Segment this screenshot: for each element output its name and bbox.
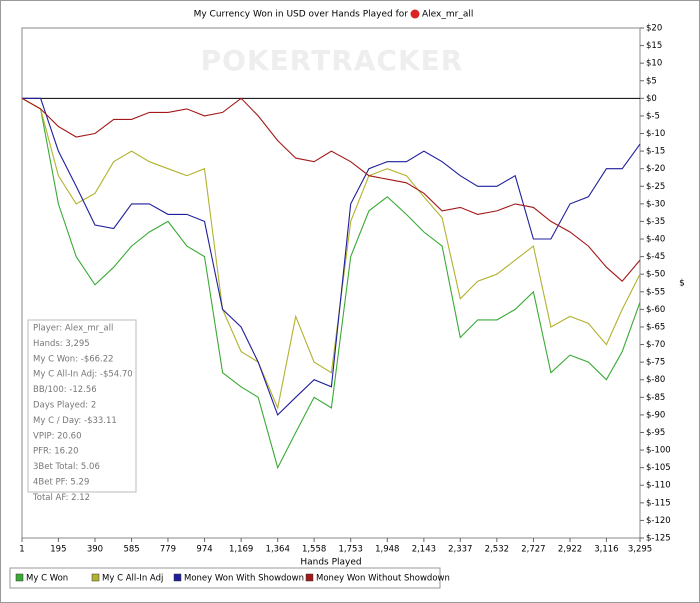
y-tick-label: $-15 [646,147,665,157]
stat-line: 4Bet PF: 5.29 [33,478,89,488]
y-tick-label: $20 [646,24,662,34]
legend-label: My C All-In Adj [102,574,163,584]
x-tick-label: 585 [123,545,139,555]
stat-line: Days Played: 2 [33,401,96,411]
x-tick-label: 1 [19,545,24,555]
x-axis-label: Hands Played [300,558,361,568]
y-tick-label: $0 [646,94,657,104]
y-tick-label: $-100 [646,446,671,456]
series-line [22,97,641,416]
stat-line: 3Bet Total: 5.06 [33,462,100,472]
x-tick-label: 1,558 [302,545,326,555]
x-tick-label: 390 [87,545,103,555]
x-tick-label: 2,922 [558,545,582,555]
stat-line: My C Won: -$66.22 [33,354,114,364]
y-tick-label: $-5 [646,111,660,121]
y-tick-label: $-55 [646,287,665,297]
y-tick-label: $-90 [646,410,665,420]
player-icon [410,9,420,19]
y-tick-label: $15 [646,41,662,51]
y-tick-label: $-35 [646,217,665,227]
legend-label: Money Won Without Showdown [316,574,450,584]
x-tick-label: 1,364 [266,545,290,555]
y-tick-label: $-50 [646,270,665,280]
y-axis-label: $ [679,279,685,289]
series-line [21,97,641,282]
y-tick-label: $-45 [646,252,665,262]
stat-line: BB/100: -12.56 [33,385,97,395]
y-tick-label: $-60 [646,305,665,315]
series-line [21,97,641,410]
legend [9,567,441,589]
watermark: POKERTRACKER [201,44,464,77]
y-tick-label: $-30 [646,199,665,209]
stat-line: My C / Day: -$33.11 [33,416,117,426]
plot-area [21,27,641,539]
legend-swatch [91,573,100,582]
stat-line: Hands: 3,295 [33,339,90,349]
x-tick-label: 195 [50,545,66,555]
y-tick-label: $-85 [646,393,665,403]
y-tick-label: $-80 [646,375,665,385]
y-tick-label: $-75 [646,358,665,368]
y-tick-label: $-40 [646,235,665,245]
y-tick-label: $-120 [646,516,671,526]
x-tick-label: 2,727 [521,545,545,555]
x-tick-label: 2,532 [485,545,509,555]
y-tick-label: $-20 [646,164,665,174]
y-tick-label: $10 [646,59,662,69]
stats-box [27,319,137,493]
y-tick-label: $-110 [646,481,671,491]
y-tick-label: $-95 [646,428,665,438]
series-line [21,97,641,470]
x-tick-label: 974 [196,545,212,555]
legend-label: Money Won With Showdown [184,574,304,584]
y-tick-label: $5 [646,76,657,86]
y-tick-label: $-65 [646,322,665,332]
y-tick-label: $-105 [646,463,671,473]
x-tick-label: 1,169 [229,545,253,555]
x-tick-label: 1,753 [339,545,363,555]
y-tick-label: $-10 [646,129,665,139]
x-tick-label: 779 [160,545,176,555]
x-tick-label: 3,116 [594,545,618,555]
y-tick-label: $-70 [646,340,665,350]
stat-line: PFR: 16.20 [33,447,79,457]
stat-line: VPIP: 20.60 [33,431,81,441]
x-tick-label: 3,295 [628,545,652,555]
y-tick-label: $-125 [646,534,671,544]
x-tick-label: 1,948 [375,545,399,555]
x-tick-label: 2,337 [448,545,472,555]
legend-label: My C Won [26,574,68,584]
stat-line: My C All-In Adj: -$54.70 [33,370,133,380]
stat-line: Total AF: 2.12 [32,493,90,503]
player-name: Alex_mr_all [422,10,473,20]
y-tick-label: $-25 [646,182,665,192]
y-tick-label: $-115 [646,498,671,508]
x-tick-label: 2,143 [412,545,436,555]
stat-line: Player: Alex_mr_all [33,324,113,334]
legend-swatch [173,573,182,582]
legend-swatch [305,573,314,582]
legend-swatch [15,573,24,582]
chart-title: My Currency Won in USD over Hands Played… [194,10,409,20]
